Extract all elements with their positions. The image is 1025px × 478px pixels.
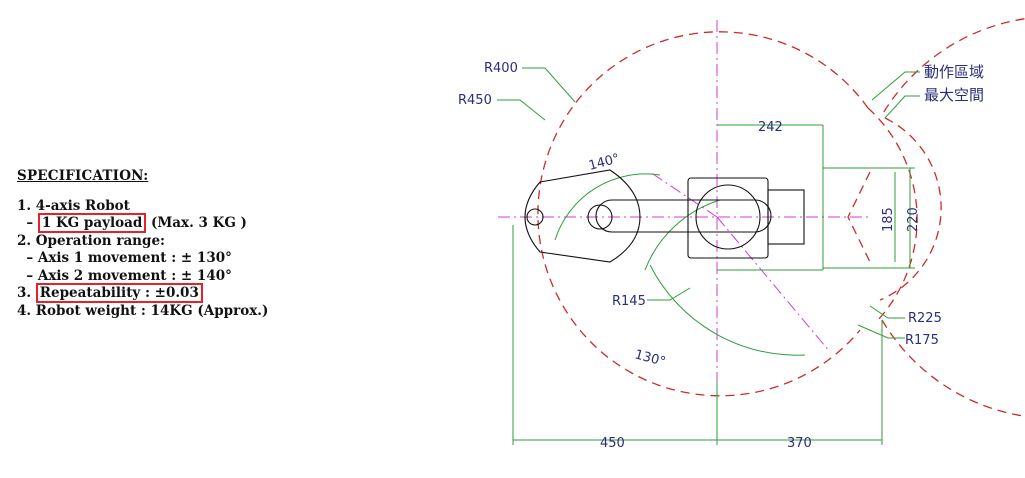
arm1-link (524, 169, 641, 263)
label-cn-max-space: 最大空間 (924, 86, 984, 104)
r145-leader (647, 287, 691, 301)
angle-140-arc (554, 173, 661, 241)
repeatability-highlight: Repeatability : ±0.03 (35, 283, 203, 303)
label-dim-242: 242 (758, 120, 783, 135)
label-angle-130: 130° (633, 347, 667, 370)
envelope-inner-arc (867, 107, 918, 321)
cn1-leader (871, 71, 920, 101)
r225-leader (869, 305, 905, 319)
spec-title: SPECIFICATION: (17, 168, 149, 184)
angle-130-arc (649, 264, 806, 356)
label-r400: R400 (484, 61, 518, 76)
label-r225: R225 (908, 311, 942, 326)
r450-leader (497, 99, 546, 121)
spec-line-6-prefix: 3. (17, 285, 36, 301)
spec-line-1: 1. 4-axis Robot (17, 197, 130, 214)
r175-leader (857, 324, 905, 339)
envelope-r450 (881, 18, 1025, 417)
payload-highlight: 1 KG payload (37, 213, 147, 233)
spec-line-3: 2. Operation range: (17, 232, 166, 249)
spec-line-5: – Axis 2 movement : ± 140° (17, 267, 232, 284)
base-flange (695, 184, 761, 250)
spec-line-6: 3. Repeatability : ±0.03 (17, 283, 268, 303)
label-cn-motion-area: 動作區域 (924, 63, 984, 81)
arm2-link (595, 199, 772, 233)
label-r145: R145 (612, 294, 646, 309)
label-dim-450: 450 (600, 436, 625, 451)
specification-block: SPECIFICATION: 1. 4-axis Robot – 1 KG pa… (17, 168, 268, 320)
base-connector (767, 189, 805, 245)
joint-circle (587, 204, 613, 230)
envelope-notch (847, 171, 871, 263)
cn2-leader (884, 95, 920, 119)
envelope-r400 (537, 31, 869, 397)
axis1-limit-centerline (716, 216, 831, 353)
label-dim-220: 220 (906, 207, 921, 232)
envelope-outer-arc (879, 117, 942, 301)
spec-line-2-prefix: – (17, 215, 34, 231)
end-effector (526, 208, 544, 226)
r145-arc (644, 199, 721, 271)
spec-line-2-suffix: (Max. 3 KG ) (146, 215, 247, 231)
spec-line-4: – Axis 1 movement : ± 130° (17, 250, 232, 266)
label-r450: R450 (458, 93, 492, 108)
spec-line-2: – 1 KG payload (Max. 3 KG ) (17, 213, 268, 233)
label-r175: R175 (905, 333, 939, 348)
axis2-limit-centerline (649, 171, 718, 218)
r400-leader (522, 67, 576, 103)
label-dim-185: 185 (881, 207, 896, 232)
robot-base (687, 177, 769, 259)
robot-body (524, 169, 805, 263)
label-dim-370: 370 (787, 436, 812, 451)
spec-line-7: 4. Robot weight : 14KG (Approx.) (17, 302, 269, 319)
